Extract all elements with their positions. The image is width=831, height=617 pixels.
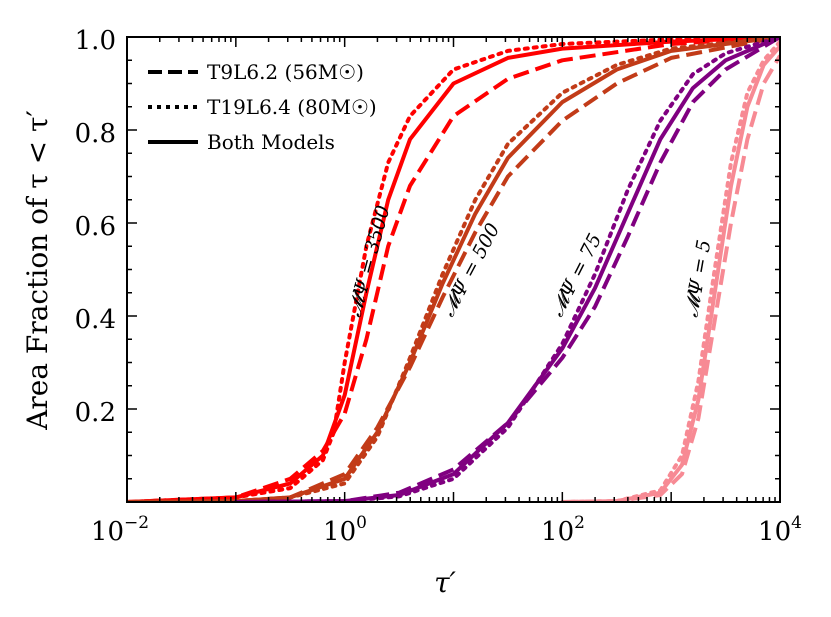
curves [127,37,780,502]
series-2-dashed-line [235,37,780,502]
y-tick-label-0.8: 0.8 [75,119,116,149]
x-tick-label-1e-2: 10−2 [91,513,149,547]
series-0-dotted-line [127,37,780,502]
legend: T9L6.2 (56M☉) T19L6.4 (80M☉) Both Models [148,60,377,154]
y-tick-label-1.0: 1.0 [75,26,116,56]
ticks [126,36,781,502]
series-3-solid-line [562,44,780,502]
x-axis-title: τ′ [434,566,456,599]
y-tick-label-0.2: 0.2 [75,398,116,428]
x-tick-label-1e2: 102 [541,513,585,547]
curve-label-75: 𝓜Ψ = 75 [546,230,607,320]
x-tick-label-1e4: 104 [758,513,802,547]
curve-label-3500: 𝓜Ψ = 3500 [344,203,395,319]
series-0-solid-line [127,37,780,502]
y-axis-title: Area Fraction of τ < τ′ [21,110,54,431]
y-tick-label-0.6: 0.6 [75,212,116,242]
x-tick-label-1e0: 100 [323,513,367,547]
legend-solid-label: Both Models [207,130,335,154]
series-2-solid-line [235,37,780,502]
series-0-dashed-line [127,37,780,502]
y-tick-label-0.4: 0.4 [75,305,116,335]
legend-dotted-label: T19L6.4 (80M☉) [207,95,377,119]
series-1-solid-line [127,37,780,502]
legend-dashed-label: T9L6.2 (56M☉) [207,60,364,84]
